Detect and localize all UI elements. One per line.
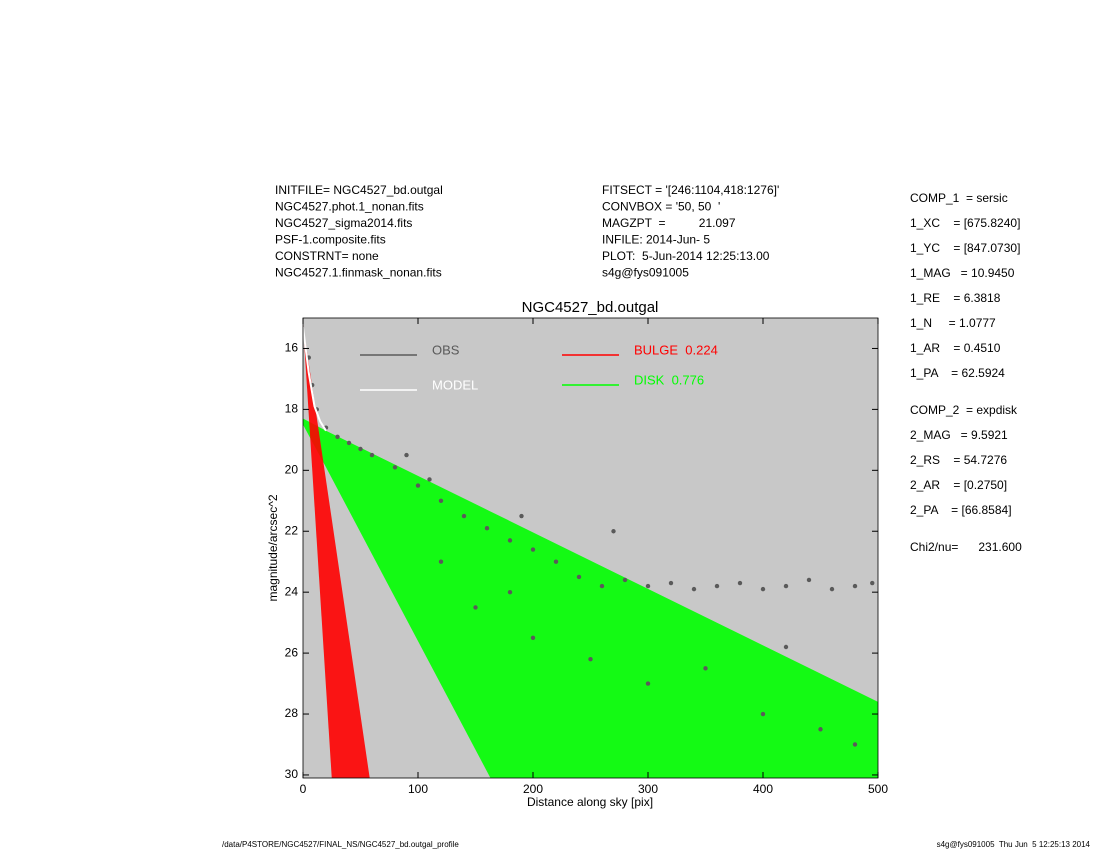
- obs-point: [714, 583, 720, 589]
- obs-point: [870, 580, 875, 586]
- obs-point: [852, 742, 858, 747]
- header-middle-line: INFILE: 2014-Jun- 5: [602, 233, 710, 247]
- y-tick-label: 20: [285, 462, 299, 476]
- header-left-line: INITFILE= NGC4527_bd.outgal: [275, 183, 443, 197]
- obs-point: [829, 586, 835, 592]
- parameter-line: 1_MAG = 10.9450: [910, 266, 1015, 280]
- obs-point: [438, 559, 444, 564]
- y-tick-label: 18: [285, 402, 299, 416]
- header-left-line: NGC4527.1.finmask_nonan.fits: [275, 266, 442, 280]
- footer-path: /data/P4STORE/NGC4527/FINAL_NS/NGC4527_b…: [222, 840, 459, 849]
- parameter-line: 2_MAG = 9.5921: [910, 428, 1008, 442]
- plot-area: [303, 324, 878, 778]
- legend-label: MODEL: [432, 377, 478, 392]
- legend-label: OBS: [432, 342, 460, 357]
- obs-point: [599, 583, 605, 589]
- obs-point: [415, 483, 421, 488]
- obs-point: [668, 580, 674, 586]
- obs-point: [427, 477, 432, 482]
- legend-label: DISK 0.776: [634, 372, 704, 387]
- header-left-line: NGC4527.phot.1_nonan.fits: [275, 200, 424, 214]
- x-tick-label: 300: [638, 782, 658, 796]
- obs-point: [783, 583, 789, 589]
- obs-point: [461, 513, 467, 519]
- obs-point: [519, 513, 524, 519]
- y-tick-label: 26: [285, 645, 299, 659]
- model-line: [303, 327, 327, 432]
- x-tick-label: 500: [868, 782, 888, 796]
- obs-point: [703, 666, 708, 671]
- obs-point: [737, 580, 743, 586]
- obs-point: [530, 547, 536, 552]
- parameter-line: 1_YC = [847.0730]: [910, 241, 1020, 255]
- y-tick-label: 16: [285, 341, 299, 355]
- obs-point: [507, 538, 513, 543]
- obs-point: [404, 452, 409, 458]
- obs-point: [576, 574, 582, 580]
- legend-label: BULGE 0.224: [634, 342, 718, 357]
- plot-frame: [302, 317, 879, 779]
- y-tick-label: 30: [285, 767, 299, 781]
- parameter-line: 1_PA = 62.5924: [910, 366, 1005, 380]
- y-tick-label: 22: [285, 523, 299, 537]
- header-middle-line: MAGZPT = 21.097: [602, 216, 736, 230]
- obs-point: [611, 529, 616, 534]
- parameter-line: 1_XC = [675.8240]: [910, 216, 1020, 230]
- obs-point: [645, 681, 651, 686]
- y-tick-label: 28: [285, 706, 299, 720]
- obs-point: [346, 440, 352, 446]
- header-left-line: PSF-1.composite.fits: [275, 233, 386, 247]
- obs-point: [507, 589, 513, 595]
- obs-point: [358, 446, 363, 452]
- x-tick-label: 400: [753, 782, 773, 796]
- parameter-line: COMP_1 = sersic: [910, 191, 1008, 205]
- footer-stamp: s4g@fys091005 Thu Jun 5 12:25:13 2014: [937, 840, 1091, 849]
- header-left-line: NGC4527_sigma2014.fits: [275, 216, 412, 230]
- obs-point: [622, 577, 628, 583]
- parameter-line: 1_N = 1.0777: [910, 316, 996, 330]
- obs-point: [553, 559, 559, 564]
- header-middle-line: FITSECT = '[246:1104,418:1276]': [602, 183, 779, 197]
- obs-point: [818, 727, 823, 732]
- parameter-line: 1_AR = 0.4510: [910, 341, 1001, 355]
- chart-title: NGC4527_bd.outgal: [522, 299, 659, 316]
- header-middle-line: PLOT: 5-Jun-2014 12:25:13.00: [602, 249, 770, 263]
- x-tick-label: 100: [408, 782, 428, 796]
- obs-point: [335, 434, 340, 440]
- obs-point: [760, 711, 766, 717]
- obs-point: [691, 586, 697, 592]
- parameter-line: 2_PA = [66.8584]: [910, 503, 1012, 517]
- parameter-line: 2_AR = [0.2750]: [910, 478, 1007, 492]
- header-left-line: CONSTRNT= none: [275, 249, 379, 263]
- obs-point: [806, 577, 812, 583]
- header-middle-line: CONVBOX = '50, 50 ': [602, 200, 720, 214]
- obs-point: [369, 452, 375, 458]
- obs-point: [473, 605, 478, 610]
- obs-point: [783, 644, 789, 650]
- obs-point: [588, 656, 593, 662]
- parameter-line: 2_RS = 54.7276: [910, 453, 1007, 467]
- parameter-line: COMP_2 = expdisk: [910, 403, 1018, 417]
- obs-point: [530, 635, 536, 641]
- component-band: [303, 418, 878, 778]
- y-tick-label: 24: [285, 584, 299, 598]
- parameter-line: Chi2/nu= 231.600: [910, 540, 1022, 554]
- x-tick-label: 0: [300, 782, 307, 796]
- obs-point: [852, 583, 858, 589]
- x-axis-label: Distance along sky [pix]: [527, 795, 653, 809]
- obs-point: [645, 583, 651, 589]
- obs-point: [484, 525, 490, 531]
- obs-point: [392, 465, 398, 470]
- header-middle-line: s4g@fys091005: [602, 266, 689, 280]
- component-band: [303, 324, 370, 778]
- obs-point: [438, 498, 444, 503]
- y-axis-label: magnitude/arcsec^2: [266, 494, 280, 601]
- x-tick-label: 200: [523, 782, 543, 796]
- parameter-line: 1_RE = 6.3818: [910, 291, 1001, 305]
- obs-point: [760, 586, 766, 592]
